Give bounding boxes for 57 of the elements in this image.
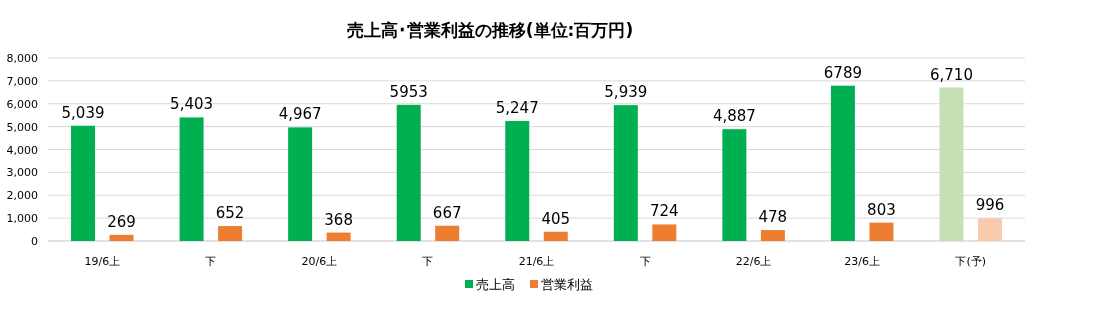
data-label: 269 — [107, 212, 136, 231]
y-tick-label: 1,000 — [6, 212, 38, 226]
y-tick-label: 6,000 — [6, 97, 38, 111]
data-label: 5,039 — [61, 103, 105, 122]
bar — [218, 226, 243, 241]
x-tick-label: 20/6上 — [301, 255, 338, 268]
data-label: 368 — [324, 210, 353, 229]
bar — [109, 234, 134, 241]
bar — [869, 222, 894, 241]
data-label: 5953 — [389, 82, 428, 101]
bar — [977, 218, 1002, 241]
x-tick-label: 22/6上 — [735, 255, 772, 268]
data-label: 4,967 — [278, 105, 322, 124]
bar — [722, 129, 747, 241]
y-tick-label: 3,000 — [6, 166, 38, 180]
x-tick-label: 下 — [205, 255, 217, 268]
data-label: 803 — [867, 200, 896, 219]
data-label: 5,403 — [170, 95, 214, 114]
y-tick-label: 5,000 — [6, 120, 38, 134]
legend-label: 営業利益 — [541, 277, 593, 292]
data-label: 996 — [975, 196, 1005, 215]
x-tick-label: 下(予) — [955, 255, 987, 268]
data-label: 405 — [541, 209, 571, 228]
y-tick-label: 2,000 — [6, 189, 38, 203]
x-tick-label: 23/6上 — [844, 255, 881, 268]
bar — [179, 117, 204, 241]
bar — [830, 85, 855, 241]
data-label: 667 — [432, 203, 462, 222]
data-label: 5,939 — [604, 83, 648, 102]
data-label: 6,710 — [930, 65, 973, 84]
y-tick-label: 4,000 — [6, 143, 38, 157]
bar — [288, 127, 313, 241]
bar — [71, 125, 96, 241]
x-tick-label: 21/6上 — [518, 255, 555, 268]
bar — [543, 231, 568, 241]
bar — [760, 230, 785, 241]
data-label: 4,887 — [712, 107, 756, 126]
data-label: 5,247 — [495, 98, 539, 117]
x-tick-label: 19/6上 — [84, 255, 121, 268]
data-label: 652 — [215, 204, 245, 223]
bar — [939, 87, 964, 241]
bar — [326, 232, 351, 241]
data-label: 724 — [649, 202, 679, 221]
chart-title: 売上高･営業利益の推移(単位:百万円) — [346, 20, 634, 40]
legend-label: 売上高 — [476, 277, 515, 292]
bar — [613, 105, 638, 241]
data-label: 478 — [758, 208, 788, 227]
y-tick-label: 8,000 — [6, 52, 38, 65]
bar — [652, 224, 677, 241]
x-tick-label: 下 — [639, 255, 651, 268]
y-tick-label: 0 — [31, 235, 38, 248]
x-tick-label: 下 — [422, 255, 434, 268]
data-label: 6789 — [823, 63, 863, 82]
bar — [505, 120, 530, 241]
y-tick-label: 7,000 — [6, 74, 38, 88]
bar — [396, 104, 421, 241]
bar — [435, 225, 460, 241]
